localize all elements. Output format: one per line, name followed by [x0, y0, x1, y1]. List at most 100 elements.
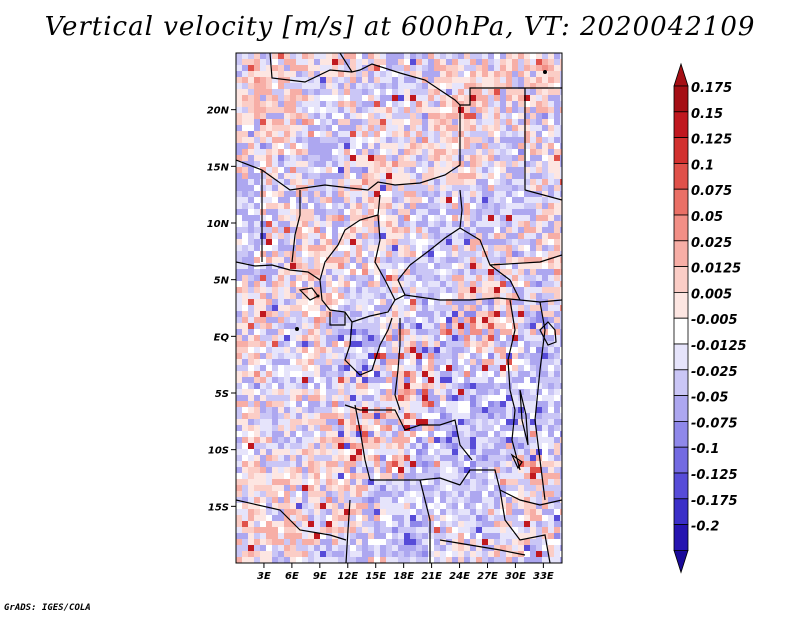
- field-cell: [326, 257, 332, 263]
- field-cell: [272, 389, 278, 395]
- field-cell: [494, 65, 500, 71]
- field-cell: [530, 503, 536, 509]
- field-cell: [398, 83, 404, 89]
- field-cell: [428, 131, 434, 137]
- field-cell: [278, 491, 284, 497]
- field-cell: [554, 329, 560, 335]
- field-cell: [248, 461, 254, 467]
- field-cell: [380, 317, 386, 323]
- field-cell: [458, 131, 464, 137]
- field-cell: [512, 275, 518, 281]
- field-cell: [380, 119, 386, 125]
- field-cell: [326, 371, 332, 377]
- field-cell: [488, 437, 494, 443]
- field-cell: [464, 491, 470, 497]
- field-cell: [302, 125, 308, 131]
- field-cell: [320, 293, 326, 299]
- field-cell: [392, 557, 398, 563]
- field-cell: [248, 209, 254, 215]
- field-cell: [554, 173, 560, 179]
- field-cell: [404, 491, 410, 497]
- field-cell: [524, 185, 530, 191]
- field-cell: [374, 65, 380, 71]
- field-cell: [428, 323, 434, 329]
- field-cell: [518, 485, 524, 491]
- field-cell: [392, 293, 398, 299]
- field-cell: [266, 509, 272, 515]
- field-cell: [458, 263, 464, 269]
- field-cell: [512, 371, 518, 377]
- field-cell: [290, 59, 296, 65]
- field-cell: [392, 251, 398, 257]
- field-cell: [494, 377, 500, 383]
- field-cell: [554, 119, 560, 125]
- lon-tick-label: 18E: [393, 571, 414, 582]
- field-cell: [542, 245, 548, 251]
- field-cell: [272, 323, 278, 329]
- field-cell: [422, 311, 428, 317]
- field-cell: [512, 479, 518, 485]
- field-cell: [278, 317, 284, 323]
- field-cell: [398, 305, 404, 311]
- field-cell: [464, 215, 470, 221]
- field-cell: [512, 437, 518, 443]
- field-cell: [296, 149, 302, 155]
- lat-tick-label: 10S: [208, 446, 229, 457]
- field-cell: [368, 371, 374, 377]
- field-cell: [380, 353, 386, 359]
- field-cell: [272, 251, 278, 257]
- field-cell: [380, 71, 386, 77]
- grads-credit: GrADS: IGES/COLA: [4, 603, 91, 613]
- field-cell: [560, 491, 562, 497]
- field-cell: [314, 509, 320, 515]
- field-cell: [320, 209, 326, 215]
- field-cell: [284, 377, 290, 383]
- field-cell: [368, 107, 374, 113]
- field-cell: [344, 365, 350, 371]
- field-cell: [560, 317, 562, 323]
- field-cell: [284, 503, 290, 509]
- field-cell: [254, 419, 260, 425]
- field-cell: [260, 185, 266, 191]
- field-cell: [440, 107, 446, 113]
- border-line: [345, 499, 351, 563]
- field-cell: [458, 425, 464, 431]
- field-cell: [242, 413, 248, 419]
- field-cell: [350, 191, 356, 197]
- field-cell: [560, 443, 562, 449]
- field-cell: [500, 131, 506, 137]
- field-cell: [260, 413, 266, 419]
- field-cell: [548, 83, 554, 89]
- field-cell: [386, 341, 392, 347]
- field-cell: [350, 287, 356, 293]
- field-cell: [428, 299, 434, 305]
- field-cell: [254, 155, 260, 161]
- field-cell: [302, 131, 308, 137]
- field-cell: [536, 329, 542, 335]
- field-cell: [488, 215, 494, 221]
- field-cell: [560, 269, 562, 275]
- field-cell: [548, 503, 554, 509]
- field-cell: [302, 137, 308, 143]
- field-cell: [500, 257, 506, 263]
- field-cell: [500, 107, 506, 113]
- field-cell: [416, 59, 422, 65]
- field-cell: [434, 299, 440, 305]
- field-cell: [458, 149, 464, 155]
- field-cell: [470, 461, 476, 467]
- field-cell: [392, 521, 398, 527]
- field-cell: [518, 65, 524, 71]
- field-cell: [404, 425, 410, 431]
- field-cell: [398, 155, 404, 161]
- field-cell: [524, 479, 530, 485]
- field-cell: [296, 431, 302, 437]
- field-cell: [374, 539, 380, 545]
- field-cell: [506, 137, 512, 143]
- field-cell: [494, 167, 500, 173]
- field-cell: [242, 557, 248, 563]
- field-cell: [518, 329, 524, 335]
- field-cell: [470, 299, 476, 305]
- field-cell: [296, 269, 302, 275]
- field-cell: [284, 167, 290, 173]
- field-cell: [386, 197, 392, 203]
